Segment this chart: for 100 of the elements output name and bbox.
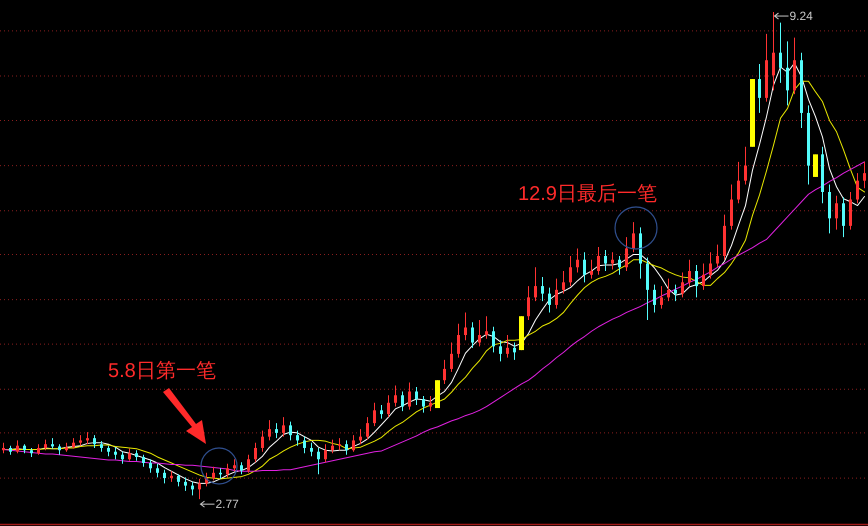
candlestick <box>758 63 761 114</box>
candlestick <box>597 246 600 276</box>
candlestick <box>443 359 446 384</box>
candlestick <box>142 454 145 468</box>
candlestick <box>499 340 502 362</box>
candlestick <box>282 416 285 438</box>
candlestick <box>569 255 572 287</box>
candlestick <box>72 438 75 450</box>
candlestick <box>541 276 544 302</box>
candlestick <box>44 439 47 451</box>
candlestick <box>100 440 103 452</box>
candlestick <box>317 447 320 475</box>
candlestick <box>331 439 334 454</box>
candlestick <box>737 161 740 204</box>
candlestick <box>667 278 670 302</box>
candlestick <box>842 196 845 238</box>
candlestick <box>450 342 453 372</box>
candlestick <box>177 474 180 487</box>
candlestick <box>163 469 166 484</box>
candlestick <box>464 312 467 341</box>
candlestick <box>583 252 586 283</box>
candlestick <box>471 322 474 348</box>
candlestick <box>198 478 201 500</box>
candlestick <box>240 462 243 475</box>
candlestick <box>506 334 509 358</box>
candlestick <box>653 284 656 313</box>
candlestick <box>184 476 187 492</box>
candlestick <box>485 316 488 340</box>
candlestick <box>856 172 859 204</box>
candlestick <box>408 382 411 410</box>
candlestick <box>254 442 257 463</box>
candlestick <box>345 440 348 456</box>
annotation: 2.77 <box>216 497 240 512</box>
candlestick <box>590 259 593 280</box>
candlestick <box>835 195 838 230</box>
candlestick <box>716 244 719 268</box>
candlestick <box>401 390 404 412</box>
candlestick <box>387 394 390 418</box>
candlestick <box>702 263 705 290</box>
candlestick <box>534 266 537 302</box>
candlestick <box>114 446 117 460</box>
candlestick <box>695 264 698 298</box>
candlestick <box>744 146 747 185</box>
candlestick <box>478 319 481 347</box>
annotation: 9.24 <box>790 9 814 24</box>
candlestick <box>289 421 292 441</box>
candlestick <box>380 404 383 420</box>
candlestick <box>219 468 222 480</box>
candlestick <box>681 272 684 298</box>
candlestick <box>457 323 460 358</box>
candlestick <box>128 448 131 462</box>
candlestick <box>422 396 425 414</box>
candlestick <box>261 430 264 452</box>
candlestick <box>688 259 691 287</box>
candlestick <box>275 422 278 439</box>
candlestick <box>394 384 397 408</box>
candlestick <box>247 454 250 474</box>
candlestick <box>268 420 271 441</box>
candlestick <box>632 222 635 253</box>
candlestick <box>121 451 124 464</box>
candlestick <box>555 278 558 310</box>
candlestick <box>135 450 138 462</box>
candlestick <box>863 161 866 189</box>
candlestick <box>772 12 775 91</box>
candlestick <box>674 284 677 302</box>
candlestick <box>324 444 327 463</box>
candlestick <box>576 248 579 274</box>
candlestick <box>373 402 376 427</box>
candlestick <box>233 458 236 472</box>
candlestick <box>338 438 341 451</box>
candlestick <box>492 326 495 353</box>
candlestick <box>107 445 110 457</box>
candlestick <box>352 434 355 452</box>
candlestick <box>296 430 299 446</box>
candlestick <box>513 342 516 360</box>
candlestick <box>58 444 61 456</box>
candlestick <box>86 432 89 445</box>
candlestick <box>779 22 782 84</box>
candlestick <box>366 416 369 440</box>
candlestick <box>93 434 96 448</box>
candlestick <box>191 481 194 496</box>
candlestick <box>527 286 530 320</box>
candlestick <box>660 286 663 310</box>
candlestick <box>303 436 306 454</box>
candlestick <box>625 236 628 272</box>
candlestick <box>65 442 68 452</box>
candlestick <box>618 255 621 276</box>
candlestick <box>709 252 712 280</box>
candlestick <box>23 444 26 454</box>
candlestick <box>786 40 789 106</box>
candlestick <box>429 396 432 412</box>
candlestick <box>562 270 565 294</box>
candlestick <box>359 428 362 445</box>
candlestick <box>310 442 313 457</box>
candlestick <box>16 440 19 454</box>
annotation: 12.9日最后一笔 <box>518 183 657 205</box>
candlestick <box>604 249 607 272</box>
candlestick <box>37 444 40 456</box>
candlestick <box>611 252 614 270</box>
candlestick <box>548 287 551 313</box>
